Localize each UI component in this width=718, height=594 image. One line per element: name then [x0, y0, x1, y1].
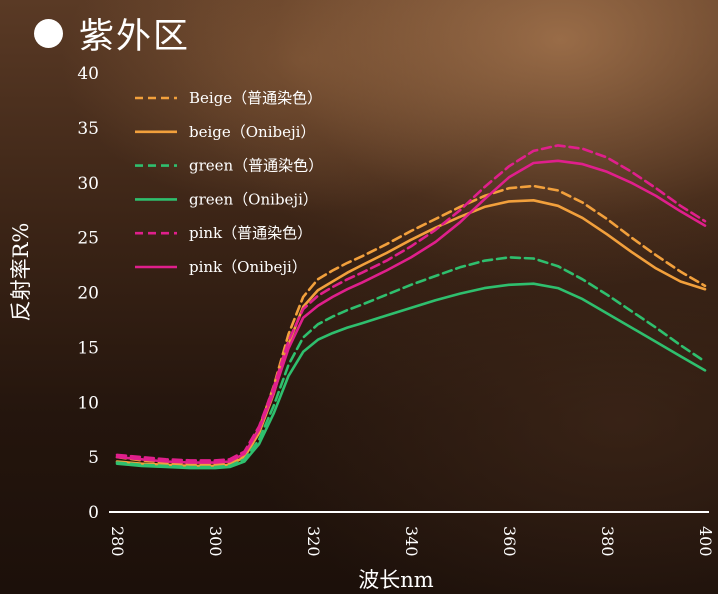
y-tick-label: 15	[77, 338, 99, 358]
x-axis-title: 波长nm	[358, 568, 434, 592]
legend-label: green（普通染色）	[189, 157, 323, 175]
y-tick-label: 20	[77, 284, 99, 304]
legend-label: pink（Onibeji）	[189, 258, 307, 276]
y-tick-label: 35	[77, 119, 99, 139]
x-tick-label: 300	[206, 526, 225, 557]
y-tick-label: 0	[88, 503, 99, 523]
x-tick-label: 280	[108, 526, 127, 557]
y-axis-title: 反射率R%	[9, 223, 33, 322]
series-line-3	[115, 256, 707, 469]
series-line-6	[115, 159, 707, 464]
y-tick-label: 30	[77, 174, 99, 194]
x-tick-label: 340	[402, 526, 421, 557]
series-line-4	[115, 282, 707, 470]
series-lines	[115, 144, 707, 470]
y-tick-label: 25	[77, 229, 99, 249]
series-line-5	[115, 144, 707, 462]
y-tick-label: 40	[77, 64, 99, 84]
x-tick-label: 380	[598, 526, 617, 557]
chart-title-text: 紫外区	[79, 17, 191, 57]
x-tick-label: 400	[696, 526, 715, 557]
legend: Beige（普通染色） beige（Onibeji） green（普通染色） gree…	[135, 89, 323, 276]
y-axis-ticks: 0 5 10 15 20 25 30 35 40	[77, 64, 99, 523]
legend-label: beige（Onibeji）	[189, 123, 315, 141]
x-axis-ticks: 280 300 320 340 360 380 400	[108, 526, 715, 557]
legend-label: pink（普通染色）	[189, 224, 312, 242]
x-tick-label: 320	[304, 526, 323, 557]
legend-label: Beige（普通染色）	[189, 89, 322, 107]
chart-title: 紫外区	[34, 8, 190, 59]
y-tick-label: 5	[88, 448, 99, 468]
x-tick-label: 360	[500, 526, 519, 557]
bullet-icon	[34, 19, 63, 48]
legend-label: green（Onibeji）	[189, 190, 318, 208]
y-tick-label: 10	[77, 393, 99, 413]
series-line-2	[115, 199, 707, 468]
